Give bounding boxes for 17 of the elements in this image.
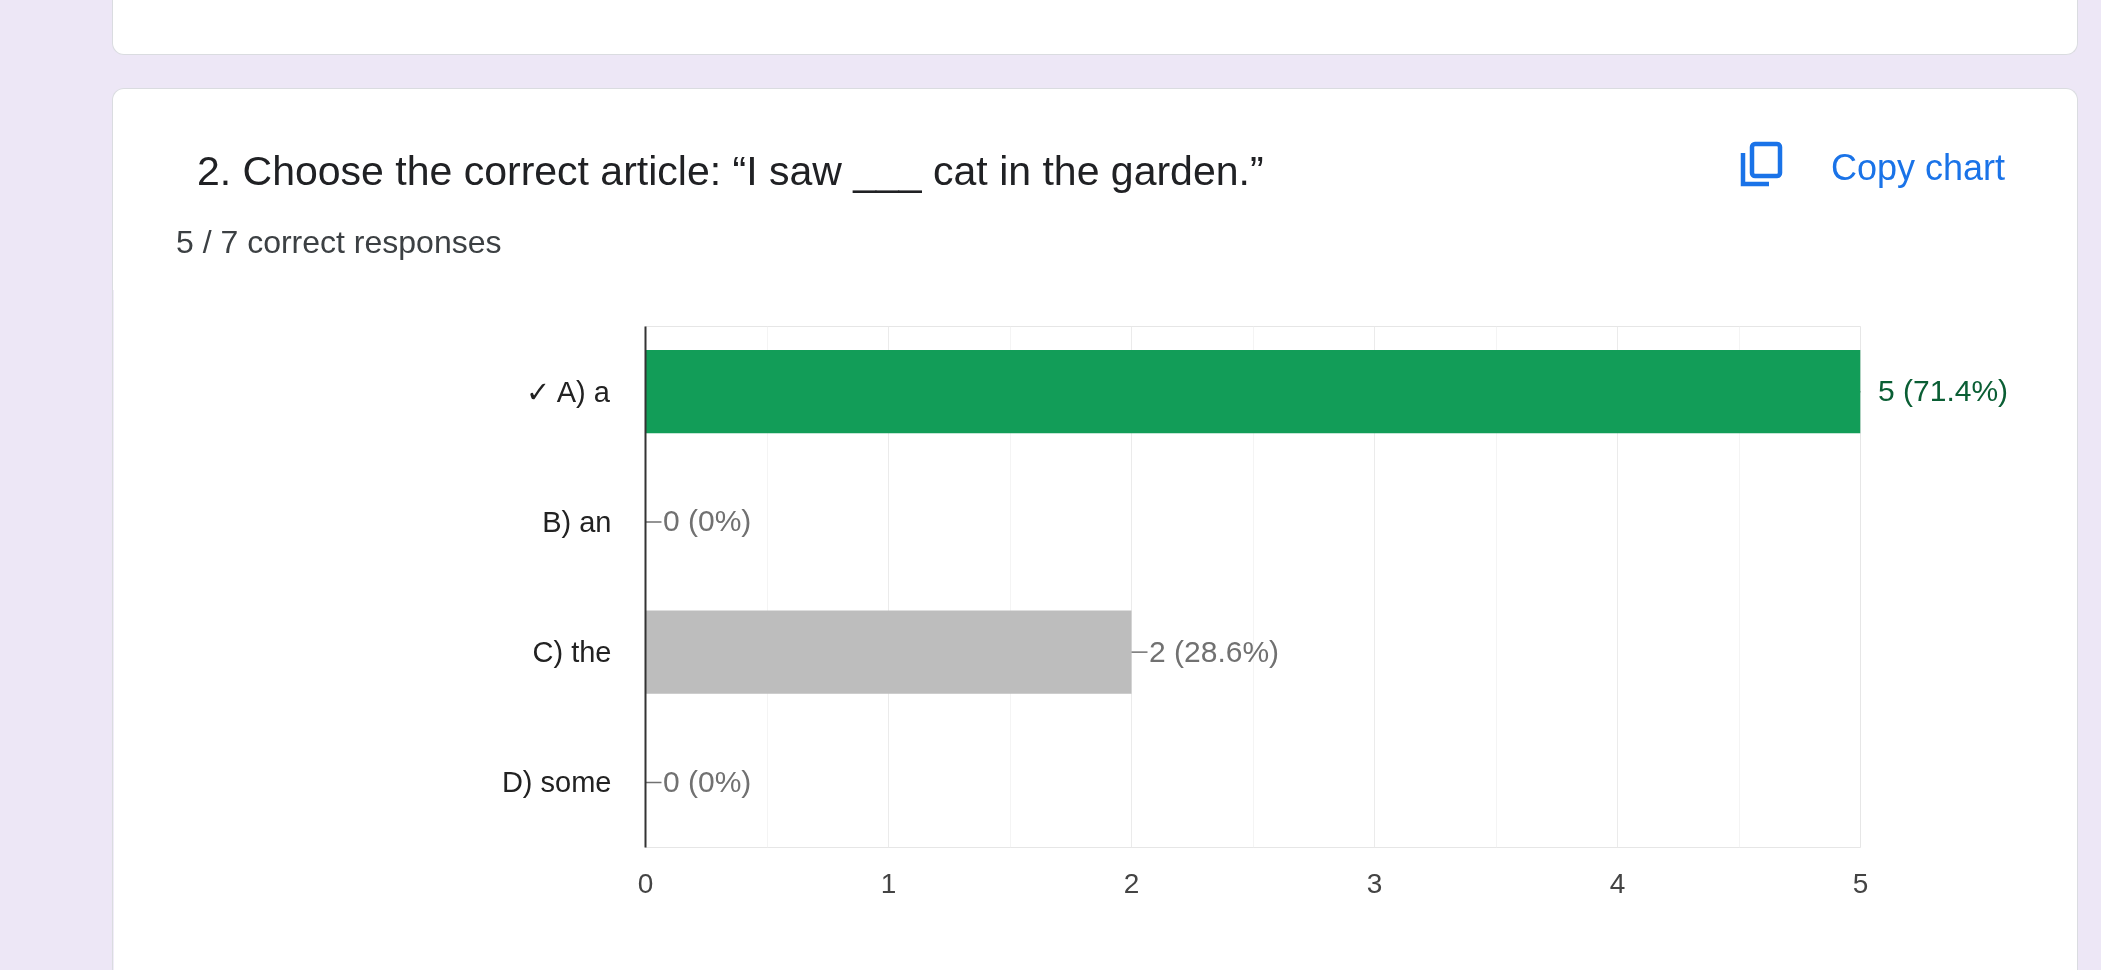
text: 5 / 7 correct responses — [176, 223, 502, 263]
chart-title: 2. Choose the correct article: “I saw ___ cat in the garden.” — [197, 146, 1264, 196]
text: Copy chart — [1830, 146, 2005, 191]
x-tick-label: 0 — [637, 867, 654, 899]
y-tick-label: D) some — [501, 766, 612, 799]
x-tick-label: 5 — [1852, 867, 1869, 899]
y-tick-label: C) the — [532, 636, 612, 669]
data-label: 5 (71.4%) — [1878, 374, 2009, 409]
x-tick-label: 1 — [880, 867, 897, 899]
x-tick-label: 3 — [1366, 867, 1383, 899]
x-tick-label: 2 — [1123, 867, 1140, 899]
x-tick-label: 4 — [1609, 867, 1626, 899]
data-label: 0 (0%) — [663, 504, 752, 539]
y-tick-label: ✓ A) a — [526, 375, 611, 408]
data-label: 2 (28.6%) — [1149, 634, 1280, 669]
y-tick-label: B) an — [542, 505, 612, 538]
data-label: 0 (0%) — [663, 764, 752, 799]
